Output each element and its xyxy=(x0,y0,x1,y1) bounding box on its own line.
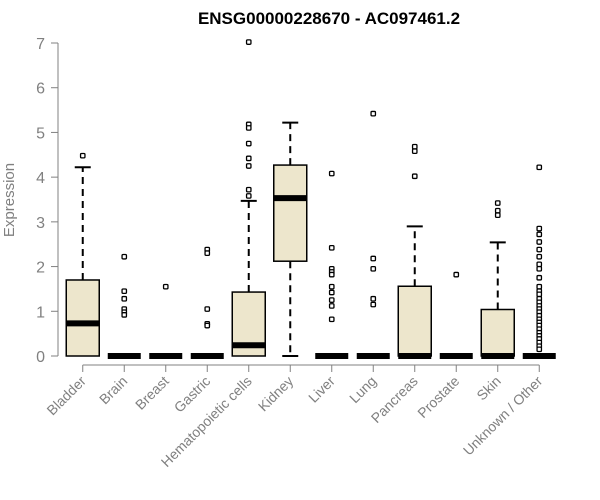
outlier-point xyxy=(370,295,377,302)
outlier-point xyxy=(536,274,543,281)
box-unknown-other xyxy=(522,164,556,359)
x-tick-label: Prostate xyxy=(414,373,462,421)
outlier-point xyxy=(536,253,543,260)
box-pancreas xyxy=(397,143,432,359)
outlier-point xyxy=(536,246,543,253)
outlier-point xyxy=(328,271,335,278)
y-axis: 0 1 2 3 4 5 6 7 xyxy=(36,36,59,366)
outlier-point xyxy=(494,207,501,214)
outlier-point xyxy=(536,265,543,272)
outlier-point xyxy=(536,225,543,232)
outlier-point xyxy=(453,271,460,278)
x-tick-label: Liver xyxy=(305,373,338,406)
iqr-box xyxy=(480,308,515,357)
outlier-point xyxy=(370,301,377,308)
outlier-point xyxy=(536,239,543,245)
y-tick-label: 5 xyxy=(36,125,45,142)
outlier-point xyxy=(328,316,335,323)
box-skin xyxy=(480,200,515,359)
outlier-point xyxy=(328,283,335,290)
outlier-point xyxy=(245,39,252,45)
outlier-point xyxy=(245,186,252,193)
outlier-point xyxy=(121,295,128,302)
iqr-box xyxy=(397,285,432,357)
box-lung xyxy=(356,110,390,359)
box-brain xyxy=(107,253,141,359)
outlier-point xyxy=(245,125,252,131)
outlier-point xyxy=(245,193,252,199)
y-tick-label: 4 xyxy=(36,170,45,187)
x-tick-label: Lung xyxy=(346,373,379,406)
outlier-point xyxy=(411,148,418,155)
outlier-point xyxy=(411,143,418,150)
outlier-point xyxy=(121,288,128,295)
outlier-point xyxy=(370,255,377,262)
box-bladder xyxy=(65,152,100,357)
y-tick-label: 1 xyxy=(36,304,45,321)
outlier-point xyxy=(328,303,335,309)
x-tick-label: Bladder xyxy=(43,373,89,419)
outlier-point xyxy=(245,163,252,169)
outlier-point xyxy=(328,297,335,303)
box-liver xyxy=(315,170,349,359)
box-gastric xyxy=(190,246,224,359)
outlier-point xyxy=(536,164,543,171)
y-tick-label: 2 xyxy=(36,260,45,277)
y-axis-label: Expression xyxy=(1,163,18,237)
outlier-point xyxy=(370,265,377,272)
iqr-box xyxy=(273,164,308,262)
outlier-point xyxy=(121,312,128,318)
x-tick-label: Kidney xyxy=(255,373,297,415)
chart-title: ENSG00000228670 - AC097461.2 xyxy=(198,9,460,28)
outlier-point xyxy=(121,253,128,260)
y-tick-label: 7 xyxy=(36,36,45,53)
outlier-point xyxy=(370,110,377,117)
outlier-point xyxy=(494,212,501,218)
outlier-point xyxy=(245,140,252,147)
outlier-point xyxy=(162,283,169,290)
outlier-point xyxy=(328,244,335,251)
iqr-box xyxy=(65,279,100,357)
y-tick-label: 3 xyxy=(36,215,45,232)
x-tick-label: Brain xyxy=(96,373,130,407)
box-kidney xyxy=(273,121,308,357)
outlier-point xyxy=(328,289,335,296)
x-tick-label: Skin xyxy=(473,373,504,404)
y-tick-label: 6 xyxy=(36,81,45,98)
outlier-point xyxy=(536,283,543,290)
box-hematopoietic-cells xyxy=(231,39,266,357)
x-tick-label: Unknown / Other xyxy=(460,373,546,459)
outlier-point xyxy=(536,291,543,298)
outlier-point xyxy=(536,231,543,238)
outlier-point xyxy=(536,346,543,353)
outlier-point xyxy=(245,155,252,162)
outlier-point xyxy=(494,200,501,206)
outlier-point xyxy=(204,250,211,257)
outlier-point xyxy=(204,322,211,329)
y-tick-label: 0 xyxy=(36,349,45,366)
boxes-layer xyxy=(65,39,556,359)
outlier-point xyxy=(328,170,335,177)
box-breast xyxy=(149,283,183,359)
outlier-point xyxy=(536,261,543,268)
x-tick-label: Breast xyxy=(132,373,172,413)
outlier-point xyxy=(79,152,86,159)
outlier-point xyxy=(204,306,211,312)
outlier-point xyxy=(411,173,418,180)
box-prostate xyxy=(439,271,473,359)
